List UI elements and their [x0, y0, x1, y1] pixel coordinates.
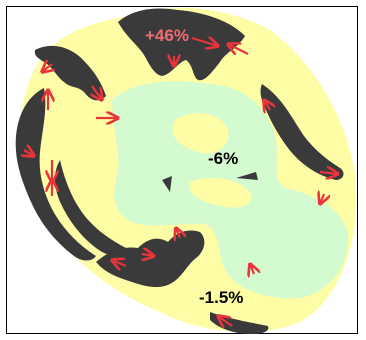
dark-fleck-center-right	[236, 172, 258, 180]
arrow	[250, 264, 254, 274]
arrow	[319, 172, 338, 174]
arrow	[92, 85, 102, 100]
dark-zone-right-strip	[260, 84, 344, 180]
arrow	[142, 254, 154, 256]
dark-fleck-center-left	[162, 176, 172, 192]
arrow	[191, 38, 218, 46]
arrow	[228, 44, 249, 54]
arrow	[218, 316, 233, 326]
dark-zone-mid-left-band	[54, 160, 130, 257]
bottom-change-label: -1.5%	[199, 288, 243, 307]
dark-zone-left-strip	[15, 88, 97, 261]
yellow-island-lower	[189, 177, 252, 208]
arrow	[176, 228, 180, 238]
dark-zone-top	[118, 8, 245, 81]
top-change-label: +46%	[145, 26, 189, 45]
center-change-label: -6%	[208, 149, 238, 168]
arrow	[264, 100, 270, 110]
arrow	[320, 194, 324, 204]
frame-border	[6, 6, 358, 334]
arrow	[24, 150, 34, 156]
arrow	[112, 260, 127, 266]
yellow-island-upper	[172, 113, 229, 154]
arrow	[42, 64, 52, 72]
arrow-group	[24, 38, 338, 326]
